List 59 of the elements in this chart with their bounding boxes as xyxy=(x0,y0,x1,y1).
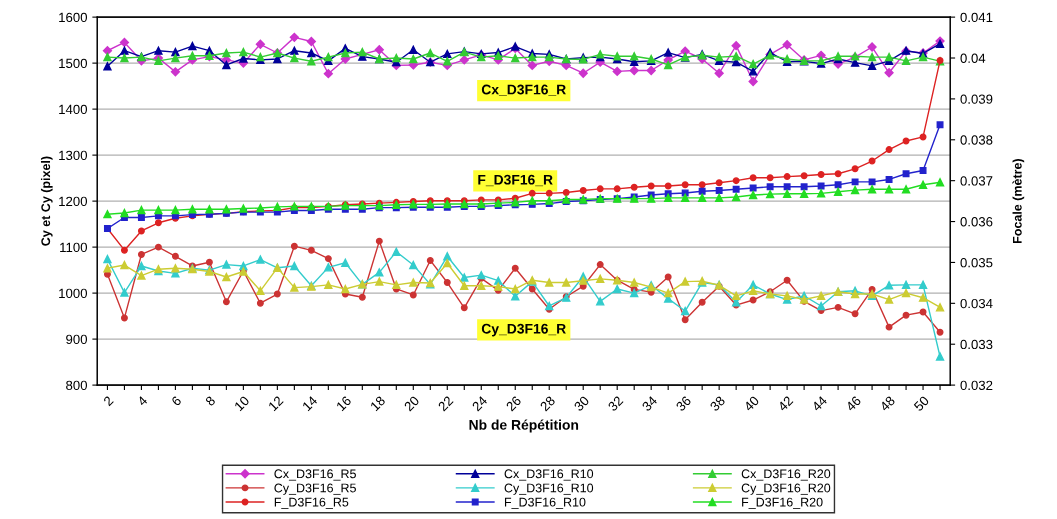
x-tick-label: 40 xyxy=(743,395,760,412)
annotation: Cy_D3F16_R xyxy=(481,323,566,337)
x-tick-label: 16 xyxy=(335,395,352,412)
x-tick-label: 20 xyxy=(403,395,420,412)
y2-tick-label: 0.039 xyxy=(960,94,993,104)
legend-label: Cx_D3F16_R5 xyxy=(274,469,356,481)
x-tick-label: 10 xyxy=(233,395,250,412)
y2-tick-label: 0.04 xyxy=(960,53,986,63)
x-tick-label: 26 xyxy=(505,395,522,412)
x-tick-label: 32 xyxy=(607,395,624,412)
x-tick-label: 48 xyxy=(879,395,896,412)
legend-label: F_D3F16_R10 xyxy=(504,497,586,509)
x-tick-label: 6 xyxy=(170,395,182,407)
y2-tick-label: 0.035 xyxy=(960,258,993,268)
x-axis-title: Nb de Répétition xyxy=(469,419,579,433)
legend-label: Cy_D3F16_R10 xyxy=(504,483,594,495)
x-tick-label: 42 xyxy=(777,395,794,412)
x-tick-label: 38 xyxy=(709,395,726,412)
x-tick-label: 22 xyxy=(437,395,454,412)
y2-tick-label: 0.038 xyxy=(960,135,993,145)
y2-tick-label: 0.041 xyxy=(960,12,993,23)
y2-tick-label: 0.036 xyxy=(960,217,993,227)
x-tick-label: 2 xyxy=(102,395,114,407)
y-tick-label: 1600 xyxy=(59,12,88,23)
y2-tick-label: 0.033 xyxy=(960,339,993,350)
legend-label: Cy_D3F16_R20 xyxy=(741,483,831,495)
y-tick-label: 1000 xyxy=(59,288,88,299)
y-tick-label: 1500 xyxy=(59,58,88,69)
annotation: Cx_D3F16_R xyxy=(481,84,566,97)
y-axis-title: Cy et Cy (pixel) xyxy=(40,156,53,246)
x-tick-label: 8 xyxy=(204,395,216,407)
annotation: F_D3F16_R xyxy=(478,174,553,187)
x-tick-label: 4 xyxy=(136,395,148,407)
y2-axis-title: Focale (mètre) xyxy=(1012,159,1025,243)
y-tick-label: 900 xyxy=(66,334,88,345)
x-tick-label: 44 xyxy=(811,395,828,412)
x-tick-label: 18 xyxy=(369,395,386,412)
y-tick-label: 1100 xyxy=(60,242,88,253)
legend-label: Cx_D3F16_R20 xyxy=(741,469,831,481)
x-tick-label: 46 xyxy=(845,395,862,412)
x-tick-label: 14 xyxy=(302,395,318,412)
y2-tick-label: 0.034 xyxy=(960,298,993,309)
y-tick-label: 800 xyxy=(66,380,88,391)
y2-tick-label: 0.037 xyxy=(960,176,993,186)
y2-tick-label: 0.032 xyxy=(960,380,993,391)
x-tick-label: 34 xyxy=(641,395,658,412)
y-tick-label: 1200 xyxy=(59,196,88,207)
y-tick-label: 1400 xyxy=(59,104,88,115)
x-tick-label: 50 xyxy=(913,395,930,412)
x-tick-label: 36 xyxy=(675,395,692,412)
x-tick-label: 30 xyxy=(573,395,590,412)
legend-label: F_D3F16_R5 xyxy=(274,497,349,509)
x-tick-label: 28 xyxy=(539,395,556,412)
legend-label: F_D3F16_R20 xyxy=(742,497,823,509)
x-tick-label: 24 xyxy=(471,395,488,412)
x-tick-label: 12 xyxy=(267,395,284,412)
legend-label: Cy_D3F16_R5 xyxy=(274,483,356,495)
y-tick-label: 1300 xyxy=(59,150,88,161)
legend-label: Cx_D3F16_R10 xyxy=(504,469,594,481)
